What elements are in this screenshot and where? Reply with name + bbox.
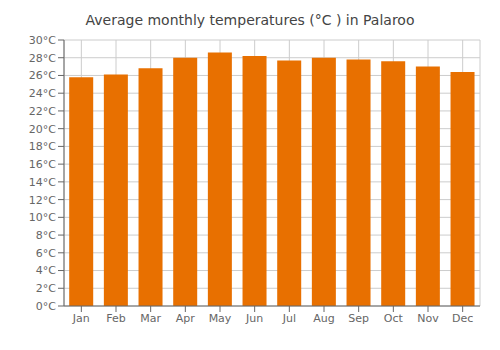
svg-text:24°C: 24°C xyxy=(29,87,56,100)
svg-text:Feb: Feb xyxy=(106,312,125,325)
svg-text:22°C: 22°C xyxy=(29,105,56,118)
svg-text:2°C: 2°C xyxy=(36,282,56,295)
svg-text:May: May xyxy=(209,312,232,325)
svg-text:8°C: 8°C xyxy=(36,229,56,242)
svg-text:Sep: Sep xyxy=(348,312,369,325)
svg-text:4°C: 4°C xyxy=(36,264,56,277)
html-text:Average monthly temperatures (: Average monthly temperatures (°C ) in Pa… xyxy=(85,12,415,28)
svg-text:Apr: Apr xyxy=(176,312,196,325)
svg-text:16°C: 16°C xyxy=(29,158,56,171)
svg-text:Mar: Mar xyxy=(140,312,161,325)
svg-text:0°C: 0°C xyxy=(36,300,56,313)
svg-text:Jun: Jun xyxy=(245,312,263,325)
svg-text:28°C: 28°C xyxy=(29,52,56,65)
svg-text:6°C: 6°C xyxy=(36,247,56,260)
svg-text:Oct: Oct xyxy=(384,312,404,325)
svg-text:18°C: 18°C xyxy=(29,140,56,153)
svg-text:12°C: 12°C xyxy=(29,194,56,207)
svg-text:Nov: Nov xyxy=(417,312,439,325)
svg-text:14°C: 14°C xyxy=(29,176,56,189)
svg-text:Aug: Aug xyxy=(313,312,334,325)
svg-text:Dec: Dec xyxy=(452,312,473,325)
svg-text:Jul: Jul xyxy=(282,312,296,325)
svg-text:20°C: 20°C xyxy=(29,123,56,136)
svg-text:30°C: 30°C xyxy=(29,34,56,47)
svg-text:26°C: 26°C xyxy=(29,69,56,82)
svg-text:Jan: Jan xyxy=(72,312,90,325)
svg-text:10°C: 10°C xyxy=(29,211,56,224)
